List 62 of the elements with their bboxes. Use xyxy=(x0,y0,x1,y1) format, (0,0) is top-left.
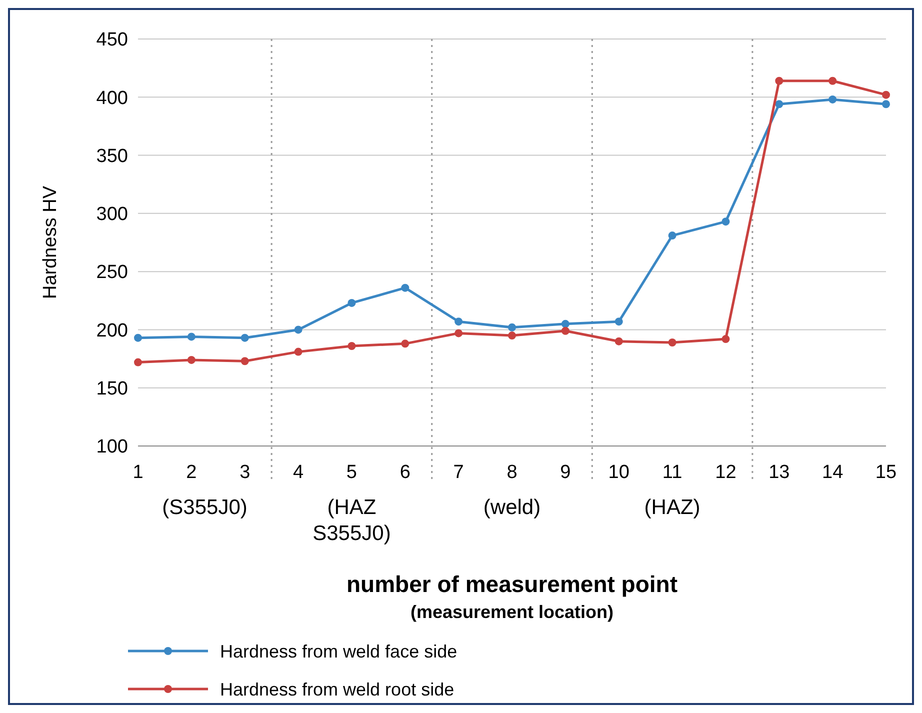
point xyxy=(294,326,302,334)
x-tick-label: 7 xyxy=(453,462,464,483)
text: (HAZ S355J0) xyxy=(312,496,391,545)
legend-label: Hardness from weld face side xyxy=(220,641,458,662)
point xyxy=(828,76,837,85)
point xyxy=(561,320,570,328)
point xyxy=(775,100,784,108)
x-tick-label: 5 xyxy=(346,462,358,483)
point xyxy=(508,323,516,332)
point xyxy=(401,340,410,348)
text: (HAZ) xyxy=(644,496,700,519)
x-tick-label: 3 xyxy=(240,462,250,483)
point xyxy=(240,357,249,366)
x-tick-label: 1 xyxy=(132,462,144,483)
text: (measurement location) xyxy=(410,602,614,622)
y-tick-label: 450 xyxy=(96,30,128,51)
point xyxy=(508,332,516,340)
point xyxy=(348,342,356,350)
point xyxy=(134,358,142,366)
point xyxy=(614,337,623,346)
y-tick-label: 100 xyxy=(96,436,128,458)
y-tick-label: 200 xyxy=(96,320,128,342)
y-tick-label: 300 xyxy=(96,204,128,226)
point xyxy=(775,76,784,85)
y-tick-label: 150 xyxy=(96,378,128,400)
y-tick-label: 350 xyxy=(96,146,128,167)
x-tick-label: 14 xyxy=(822,462,844,483)
point xyxy=(134,334,142,342)
point xyxy=(722,335,730,344)
point xyxy=(240,334,249,342)
x-tick-label: 4 xyxy=(292,462,304,483)
x-tick-label: 15 xyxy=(875,462,897,483)
x-tick-label: 6 xyxy=(400,462,410,483)
point xyxy=(187,332,196,341)
point xyxy=(348,298,356,307)
point xyxy=(294,348,302,356)
x-tick-label: 9 xyxy=(560,462,571,483)
point xyxy=(722,218,730,226)
x-tick-label: 13 xyxy=(768,462,790,483)
x-tick-label: 11 xyxy=(662,462,682,483)
x-tick-label: 12 xyxy=(715,462,736,483)
text: (S355J0) xyxy=(162,496,248,519)
point xyxy=(668,232,676,240)
y-tick-label: 250 xyxy=(96,262,128,284)
y-tick-label: 400 xyxy=(96,88,128,109)
point xyxy=(561,326,570,335)
point xyxy=(614,318,623,326)
x-tick-label: 2 xyxy=(186,462,197,483)
x-tick-label: 10 xyxy=(608,462,630,483)
legend-label: Hardness from weld root side xyxy=(220,679,454,700)
point xyxy=(454,318,463,326)
point xyxy=(454,329,463,338)
x-tick-label: 8 xyxy=(506,462,518,483)
y-axis-title: Hardness HV xyxy=(40,186,61,299)
point xyxy=(882,90,890,99)
x-axis-title: number of measurement point xyxy=(346,571,678,597)
point xyxy=(401,284,410,292)
text: (weld) xyxy=(483,496,541,519)
point xyxy=(828,95,837,104)
point xyxy=(187,356,196,364)
point xyxy=(882,100,890,108)
point xyxy=(668,338,676,347)
